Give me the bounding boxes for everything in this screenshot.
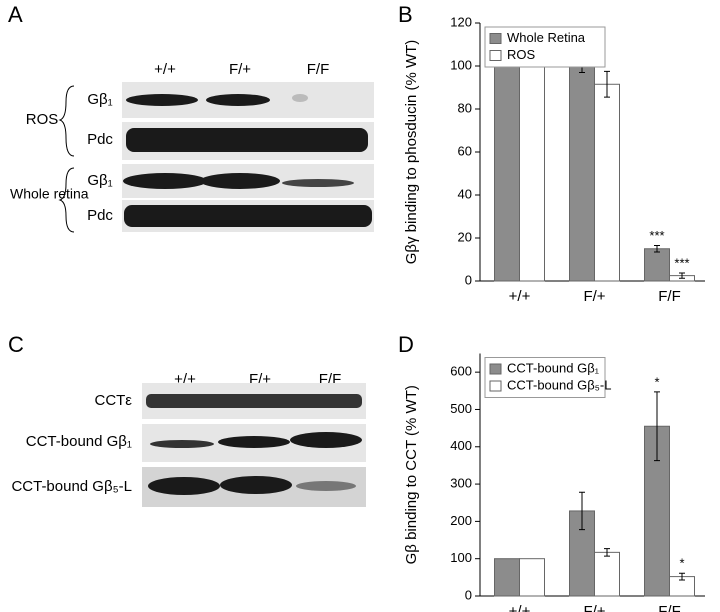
group-label: ROS xyxy=(26,111,59,128)
legend-swatch xyxy=(489,33,502,44)
legend-label: ROS xyxy=(507,47,536,62)
x-tick-label: F/F xyxy=(658,603,681,612)
y-tick-label: 0 xyxy=(465,587,472,602)
y-tick-label: 60 xyxy=(458,143,472,158)
y-tick-label: 300 xyxy=(450,476,472,491)
bar xyxy=(519,65,545,282)
x-tick-label: +/+ xyxy=(509,288,531,305)
error-bar xyxy=(679,272,685,279)
legend-label: Whole Retina xyxy=(507,30,586,45)
error-bar xyxy=(679,572,685,581)
x-tick-label: F/F xyxy=(658,288,681,305)
legend-box xyxy=(484,26,606,68)
panel-label: B xyxy=(398,2,413,27)
significance: *** xyxy=(649,228,664,243)
error-bar xyxy=(604,548,610,557)
row-label: Pdc xyxy=(87,131,113,148)
panel-label: C xyxy=(8,332,24,357)
bar xyxy=(494,65,520,282)
panel-label: A xyxy=(8,2,23,27)
row-label: Gβ₁ xyxy=(87,172,112,189)
legend-swatch xyxy=(489,50,502,61)
y-tick-label: 0 xyxy=(465,272,472,287)
bar xyxy=(569,64,595,282)
y-axis-label: Gβ binding to CCT (% WT) xyxy=(403,385,420,564)
row-label: CCT-bound Gβ₁ xyxy=(26,433,132,450)
bar xyxy=(519,558,545,597)
blot-c xyxy=(142,383,366,507)
y-tick-label: 400 xyxy=(450,438,472,453)
group-label: Whole retina xyxy=(10,186,89,202)
y-tick-label: 200 xyxy=(450,513,472,528)
row-label: Pdc xyxy=(87,207,113,224)
column-label: F/+ xyxy=(229,61,251,78)
y-tick-label: 100 xyxy=(450,57,472,72)
error-bar xyxy=(654,391,660,462)
significance: * xyxy=(654,374,659,389)
y-tick-label: 80 xyxy=(458,100,472,115)
error-bar xyxy=(604,70,610,98)
blot-a xyxy=(122,82,374,232)
bar xyxy=(594,83,620,282)
column-label: F/F xyxy=(307,61,330,78)
y-tick-label: 100 xyxy=(450,550,472,565)
x-tick-label: F/+ xyxy=(583,288,605,305)
bracket xyxy=(58,167,75,233)
legend-swatch xyxy=(489,380,502,392)
bar xyxy=(644,248,670,282)
x-tick-label: F/+ xyxy=(583,603,605,612)
bracket xyxy=(58,85,75,157)
bar xyxy=(494,558,520,597)
y-tick-label: 40 xyxy=(458,186,472,201)
error-bar xyxy=(579,491,585,531)
x-tick-label: +/+ xyxy=(509,603,531,612)
row-label: Gβ₁ xyxy=(87,91,112,108)
y-axis-label: Gβγ binding to phosducin (% WT) xyxy=(403,40,420,265)
y-tick-label: 120 xyxy=(450,14,472,29)
significance: * xyxy=(679,556,684,571)
legend-label: CCT-bound Gβ₅-L xyxy=(507,377,611,392)
row-label: CCTε xyxy=(94,392,132,409)
legend-box xyxy=(484,357,606,398)
error-bar xyxy=(654,245,660,253)
row-label: CCT-bound Gβ₅-L xyxy=(11,478,132,495)
legend-swatch xyxy=(489,363,502,375)
column-label: +/+ xyxy=(154,61,176,78)
panel-label: D xyxy=(398,332,414,357)
significance: *** xyxy=(674,255,689,270)
y-tick-label: 20 xyxy=(458,229,472,244)
legend-label: CCT-bound Gβ₁ xyxy=(507,360,600,375)
bar xyxy=(594,551,620,597)
y-tick-label: 600 xyxy=(450,364,472,379)
y-tick-label: 500 xyxy=(450,401,472,416)
